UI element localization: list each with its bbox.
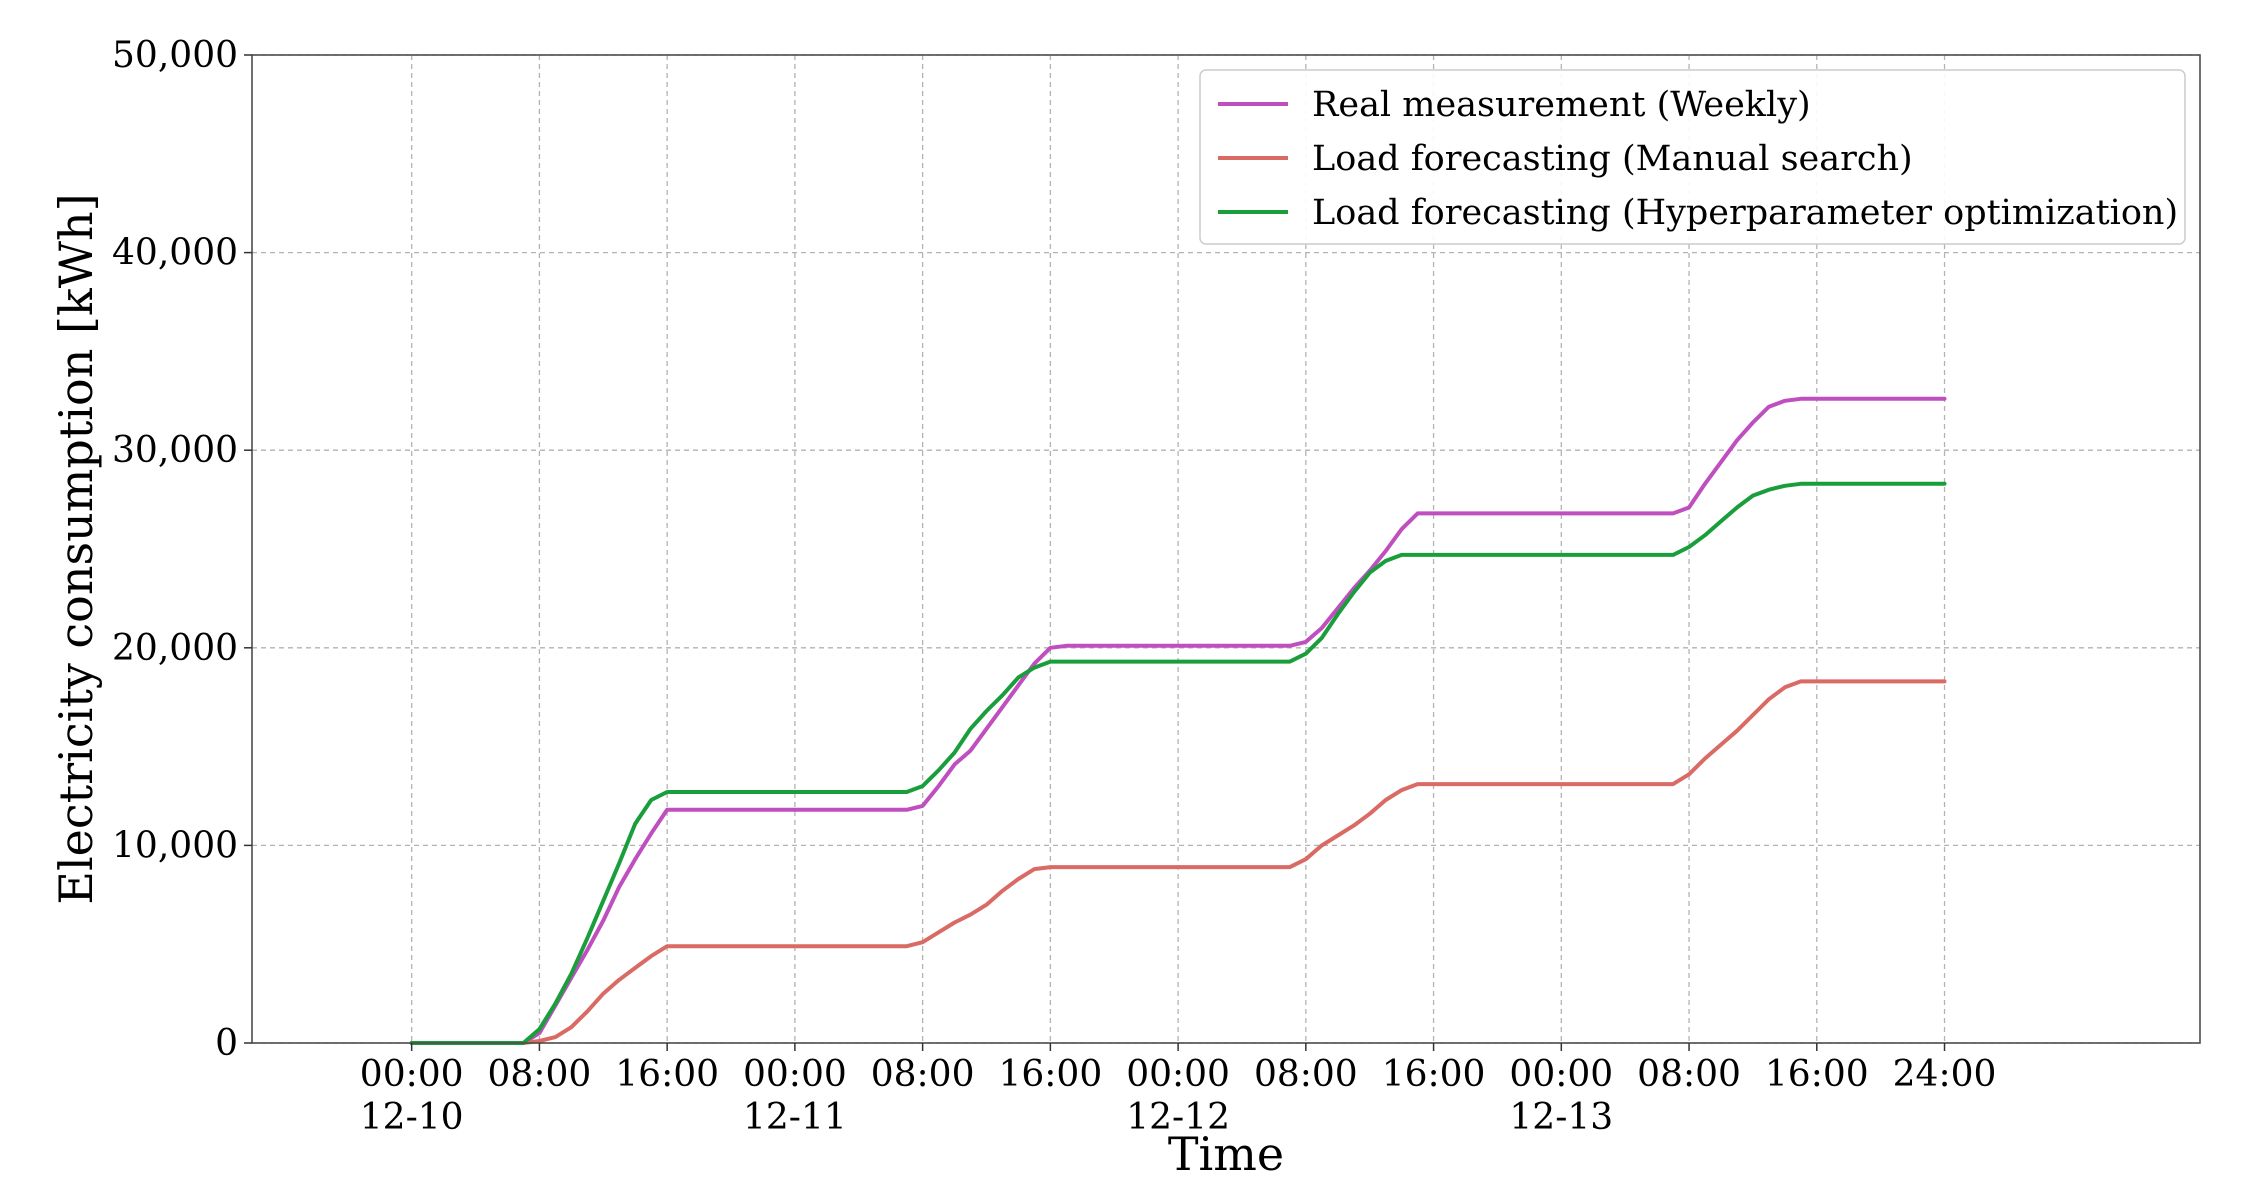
x-tick-label: 16:00 [1765, 1054, 1869, 1095]
legend-label: Load forecasting (Hyperparameter optimiz… [1312, 193, 2178, 233]
series-line-3 [409, 481, 1947, 1045]
y-tick-label: 10,000 [112, 825, 238, 866]
y-axis-title: Electricity consumption [kWh] [49, 193, 103, 904]
y-tick-label: 0 [215, 1023, 238, 1064]
x-tick-label: 00:00 [360, 1054, 464, 1095]
series-line-2 [409, 679, 1947, 1045]
x-tick-label: 08:00 [488, 1054, 592, 1095]
x-tick-date-label: 12-12 [1126, 1097, 1230, 1138]
x-tick-date-label: 12-11 [743, 1097, 847, 1138]
y-tick-label: 40,000 [112, 233, 238, 274]
legend-label: Real measurement (Weekly) [1312, 85, 1811, 125]
x-tick-label: 24:00 [1893, 1054, 1997, 1095]
x-tick-date-label: 12-13 [1509, 1097, 1613, 1138]
legend-label: Load forecasting (Manual search) [1312, 139, 1913, 179]
legend: Real measurement (Weekly) Load forecastin… [1199, 69, 2186, 245]
x-axis-title: Time [1168, 1127, 1284, 1181]
x-tick-label: 00:00 [1509, 1054, 1613, 1095]
y-tick-label: 50,000 [112, 35, 238, 76]
x-tick-label: 16:00 [615, 1054, 719, 1095]
series-lines [409, 396, 1947, 1045]
x-tick-label: 08:00 [871, 1054, 975, 1095]
x-tick-label: 16:00 [1382, 1054, 1486, 1095]
x-tick-label: 00:00 [1126, 1054, 1230, 1095]
x-tick-label: 08:00 [1254, 1054, 1358, 1095]
x-tick-date-label: 12-10 [360, 1097, 464, 1138]
plot-frame [251, 54, 2201, 1044]
y-tick-label: 30,000 [112, 430, 238, 471]
x-tick-label: 08:00 [1637, 1054, 1741, 1095]
legend-box [1199, 69, 2186, 245]
x-tick-label: 00:00 [743, 1054, 847, 1095]
series-line-1 [409, 396, 1947, 1045]
x-tick-label: 16:00 [998, 1054, 1102, 1095]
y-tick-label: 20,000 [112, 628, 238, 669]
